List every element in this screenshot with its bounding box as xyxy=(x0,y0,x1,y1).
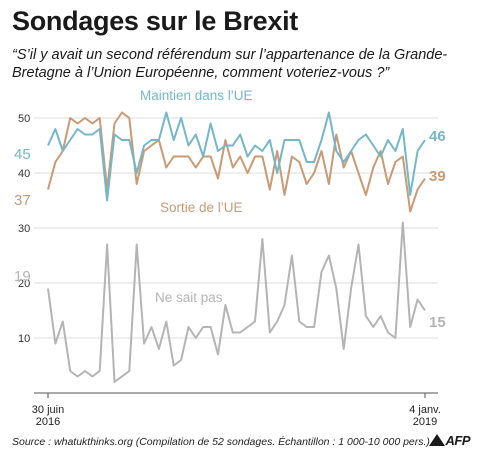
top-panel-grid: 40 50 xyxy=(18,113,438,180)
series-name-ne-sait-pas: Ne sait pas xyxy=(155,290,223,305)
y-tick-top-50: 50 xyxy=(18,113,30,125)
series-name-sortie: Sortie de l’UE xyxy=(160,200,243,215)
series-line-sortie xyxy=(47,111,426,213)
x-tick-label-0-0: 30 juin xyxy=(32,404,64,416)
y-tick-bottom-10: 10 xyxy=(18,333,30,345)
x-tick-label-0-1: 2016 xyxy=(36,416,60,428)
x-tick-label-1-0: 4 janv. xyxy=(409,404,441,416)
series-line-maintien xyxy=(47,111,426,202)
afp-logo: AFP xyxy=(428,433,471,448)
series-lines xyxy=(47,111,426,383)
page-title: Sondages sur le Brexit xyxy=(12,6,298,36)
afp-logo-icon xyxy=(428,434,445,446)
series-line-ne-sait-pas xyxy=(47,221,426,383)
source-note: Source : whatukthinks.org (Compilation d… xyxy=(12,436,430,448)
x-tick-label-1-1: 2019 xyxy=(413,416,437,428)
start-value-ne-sait-pas: 19 xyxy=(14,268,31,285)
end-value-ne-sait-pas: 15 xyxy=(429,314,446,331)
start-value-maintien: 45 xyxy=(14,146,31,163)
series-name-maintien: Maintien dans l’UE xyxy=(140,88,253,103)
series-labels: Maintien dans l’UE Sortie de l’UE Ne sait … xyxy=(14,88,446,331)
end-value-maintien: 46 xyxy=(429,128,446,145)
end-value-sortie: 39 xyxy=(429,168,446,185)
start-value-sortie: 37 xyxy=(14,192,31,209)
y-tick-bottom-20: 20 xyxy=(18,278,30,290)
y-tick-top-40: 40 xyxy=(18,168,30,180)
y-tick-bottom-30: 30 xyxy=(18,223,30,235)
chart-subtitle: “S’il y avait un second référendum sur l… xyxy=(12,47,448,81)
afp-logo-text: AFP xyxy=(445,433,471,448)
